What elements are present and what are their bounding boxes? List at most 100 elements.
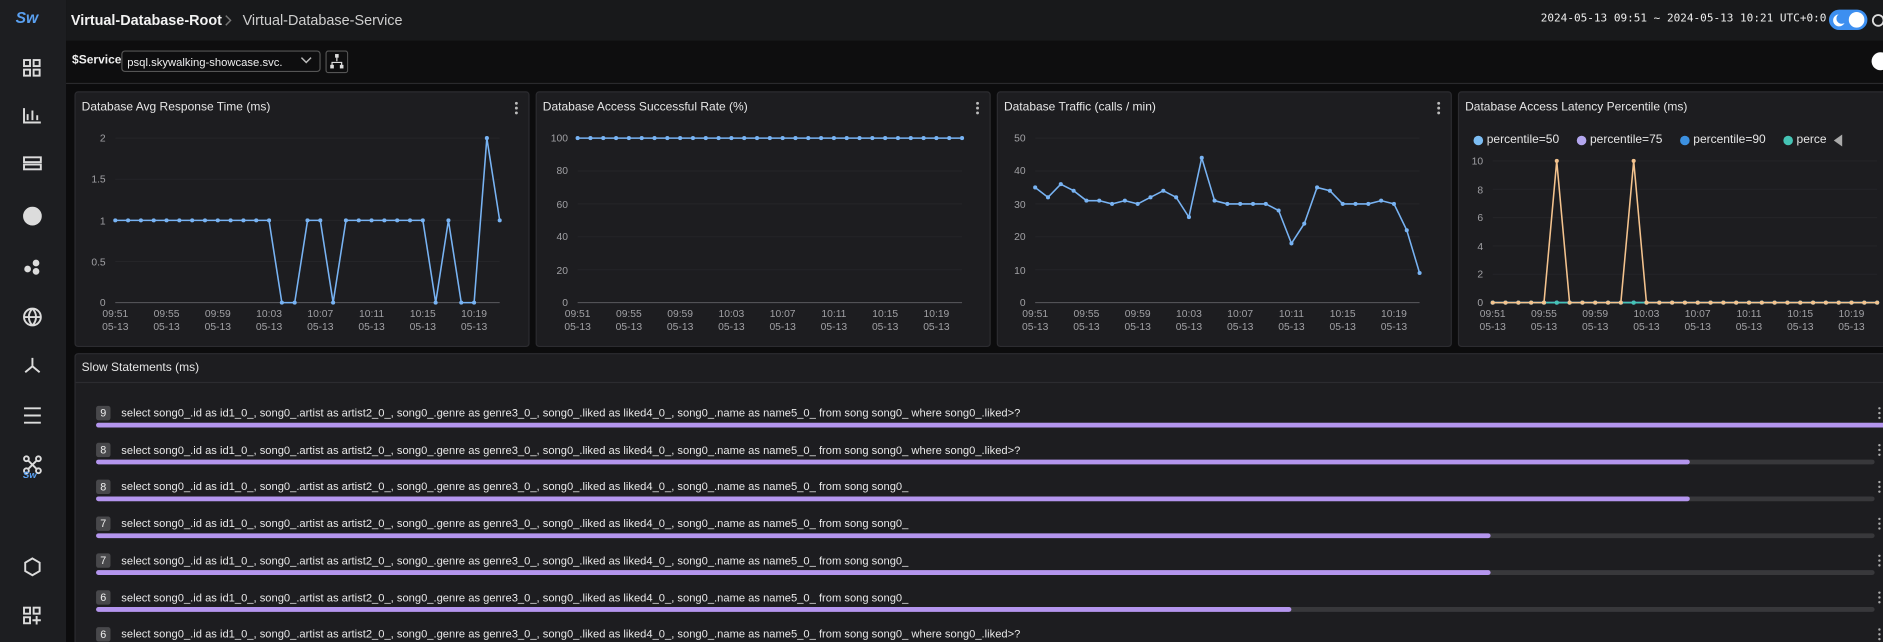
value-label: 8 <box>100 444 106 456</box>
statement-text: select song0_.id as id1_0_, song0_.artis… <box>121 516 908 530</box>
y-tick-label: 100 <box>522 132 568 145</box>
value-bar <box>96 460 1690 465</box>
row-menu-dot <box>1878 486 1880 488</box>
y-tick-label: 0.5 <box>60 255 106 268</box>
data-point <box>1174 195 1178 199</box>
legend-label: percentile=75 <box>1590 133 1662 147</box>
value-label: 8 <box>100 481 106 493</box>
data-point <box>370 218 374 222</box>
y-tick-label: 10 <box>1437 155 1483 168</box>
data-point <box>1709 301 1713 305</box>
data-point <box>640 136 644 140</box>
data-point <box>1148 195 1152 199</box>
data-point <box>1773 301 1777 305</box>
data-point <box>1059 182 1063 186</box>
y-tick-label: 8 <box>1437 183 1483 196</box>
data-point <box>1632 301 1636 305</box>
x-tick-label: 10:11 05-13 <box>348 307 396 332</box>
data-point <box>652 136 656 140</box>
data-point <box>113 218 117 222</box>
data-point <box>1187 215 1191 219</box>
x-tick-label: 09:55 05-13 <box>143 307 191 332</box>
data-point <box>229 218 233 222</box>
data-point <box>870 136 874 140</box>
data-point <box>704 136 708 140</box>
data-point <box>1328 189 1332 193</box>
x-tick-label: 09:55 05-13 <box>605 307 653 332</box>
data-point <box>1619 301 1623 305</box>
data-point <box>1555 301 1559 305</box>
data-point <box>1734 301 1738 305</box>
x-tick-label: 10:03 05-13 <box>707 307 755 332</box>
x-tick-label: 10:15 05-13 <box>861 307 909 332</box>
y-tick-label: 2 <box>60 132 106 145</box>
data-point <box>1315 185 1319 189</box>
legend-scroll[interactable] <box>1833 133 1845 147</box>
data-point <box>1225 202 1229 206</box>
data-point <box>1862 301 1866 305</box>
y-tick-label: 50 <box>980 132 1026 145</box>
x-tick-label: 10:03 05-13 <box>245 307 293 332</box>
x-tick-label: 10:11 05-13 <box>1267 307 1315 332</box>
legend-label: perce <box>1797 133 1827 147</box>
data-point <box>1568 301 1572 305</box>
data-point <box>678 136 682 140</box>
x-tick-label: 10:19 05-13 <box>450 307 498 332</box>
data-point <box>1161 189 1165 193</box>
legend-marker <box>1474 136 1484 146</box>
x-tick-label: 09:59 05-13 <box>194 307 242 332</box>
data-point <box>241 218 245 222</box>
data-point <box>190 218 194 222</box>
row-menu-dot <box>1878 527 1880 529</box>
row-menu-dot <box>1878 444 1880 446</box>
data-point <box>1213 199 1217 203</box>
row-menu-dot <box>1878 601 1880 603</box>
data-point <box>947 136 951 140</box>
data-point <box>742 136 746 140</box>
data-point <box>472 301 476 305</box>
y-tick-label: 20 <box>522 264 568 277</box>
data-point <box>614 136 618 140</box>
row-menu-dot <box>1878 591 1880 593</box>
data-point <box>1670 301 1674 305</box>
x-tick-label: 10:15 05-13 <box>1776 307 1824 332</box>
data-point <box>1097 199 1101 203</box>
data-point <box>1760 301 1764 305</box>
value-label: 6 <box>100 592 106 604</box>
value-label: 9 <box>100 408 106 420</box>
legend-marker <box>1783 136 1793 146</box>
data-point <box>1046 195 1050 199</box>
data-point <box>1580 301 1584 305</box>
data-point <box>177 218 181 222</box>
value-bar <box>96 607 1291 612</box>
row-menu-dot <box>1878 417 1880 419</box>
data-point <box>1302 222 1306 226</box>
data-point <box>1747 301 1751 305</box>
data-point <box>1837 301 1841 305</box>
data-point <box>434 301 438 305</box>
data-point <box>1123 199 1127 203</box>
data-point <box>485 136 489 140</box>
data-point <box>139 218 143 222</box>
data-point <box>254 218 258 222</box>
legend-marker <box>1577 136 1587 146</box>
value-label: 7 <box>100 555 106 567</box>
data-point <box>357 218 361 222</box>
data-point <box>588 136 592 140</box>
row-menu-dot <box>1878 449 1880 451</box>
data-point <box>498 218 502 222</box>
data-point <box>1341 202 1345 206</box>
x-tick-label: 10:19 05-13 <box>912 307 960 332</box>
x-tick-label: 09:55 05-13 <box>1062 307 1110 332</box>
data-point <box>717 136 721 140</box>
data-point <box>293 301 297 305</box>
data-point <box>1366 202 1370 206</box>
y-tick-label: 1.5 <box>60 173 106 186</box>
row-menu-dot <box>1878 518 1880 520</box>
data-point <box>1033 185 1037 189</box>
statement-text: select song0_.id as id1_0_, song0_.artis… <box>121 627 1020 641</box>
value-label: 7 <box>100 518 106 530</box>
data-point <box>1251 202 1255 206</box>
y-tick-label: 4 <box>1437 240 1483 253</box>
series-line <box>1035 158 1419 273</box>
